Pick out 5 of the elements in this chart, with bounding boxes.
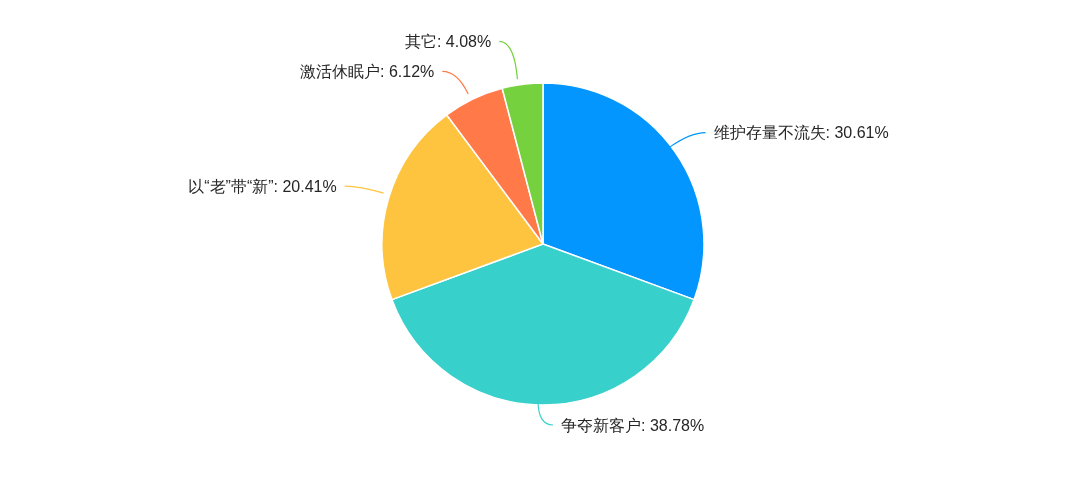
- slice-label: 其它: 4.08%: [404, 32, 492, 50]
- slice-label: 以“老”带“新”: 20.41%: [188, 177, 337, 195]
- slice-label: 激活休眠户: 6.12%: [300, 62, 435, 80]
- slice-label: 维护存量不流失: 30.61%: [713, 124, 889, 142]
- slice-label: 争夺新客户: 38.78%: [561, 416, 705, 434]
